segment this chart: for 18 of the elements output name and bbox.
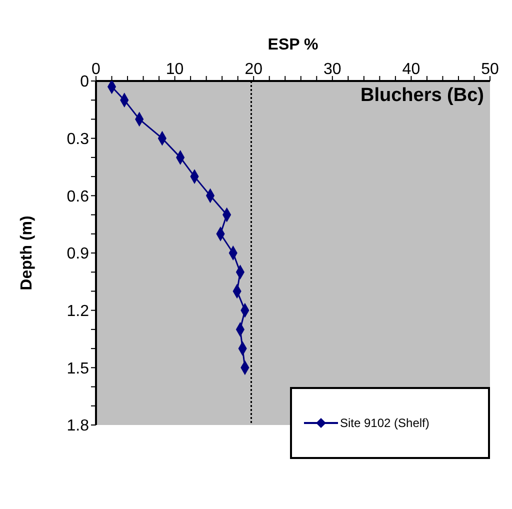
- legend-label: Site 9102 (Shelf): [340, 416, 430, 430]
- x-tick-label: 0: [92, 61, 101, 78]
- y-tick-label: 1.2: [66, 303, 90, 320]
- x-tick-label: 40: [402, 61, 420, 78]
- x-tick-label: 10: [166, 61, 184, 78]
- point: [107, 81, 116, 94]
- y-tick-label: 0.6: [66, 188, 90, 206]
- x-tick-label: 20: [244, 61, 263, 78]
- y-tick-label: 0: [80, 74, 90, 91]
- annotation: Bluchers (Bc): [360, 85, 484, 107]
- x-tick-label: 30: [324, 61, 342, 78]
- y-axis-title: Depth (m): [18, 216, 36, 290]
- y-tick-label: 0.9: [66, 246, 90, 263]
- x-axis-title: ESP %: [268, 36, 318, 54]
- y-tick-label: 0.3: [66, 131, 90, 148]
- x-tick-label: 50: [481, 61, 499, 78]
- y-tick-label: 1.8: [66, 418, 90, 435]
- y-tick-label: 1.5: [66, 360, 90, 378]
